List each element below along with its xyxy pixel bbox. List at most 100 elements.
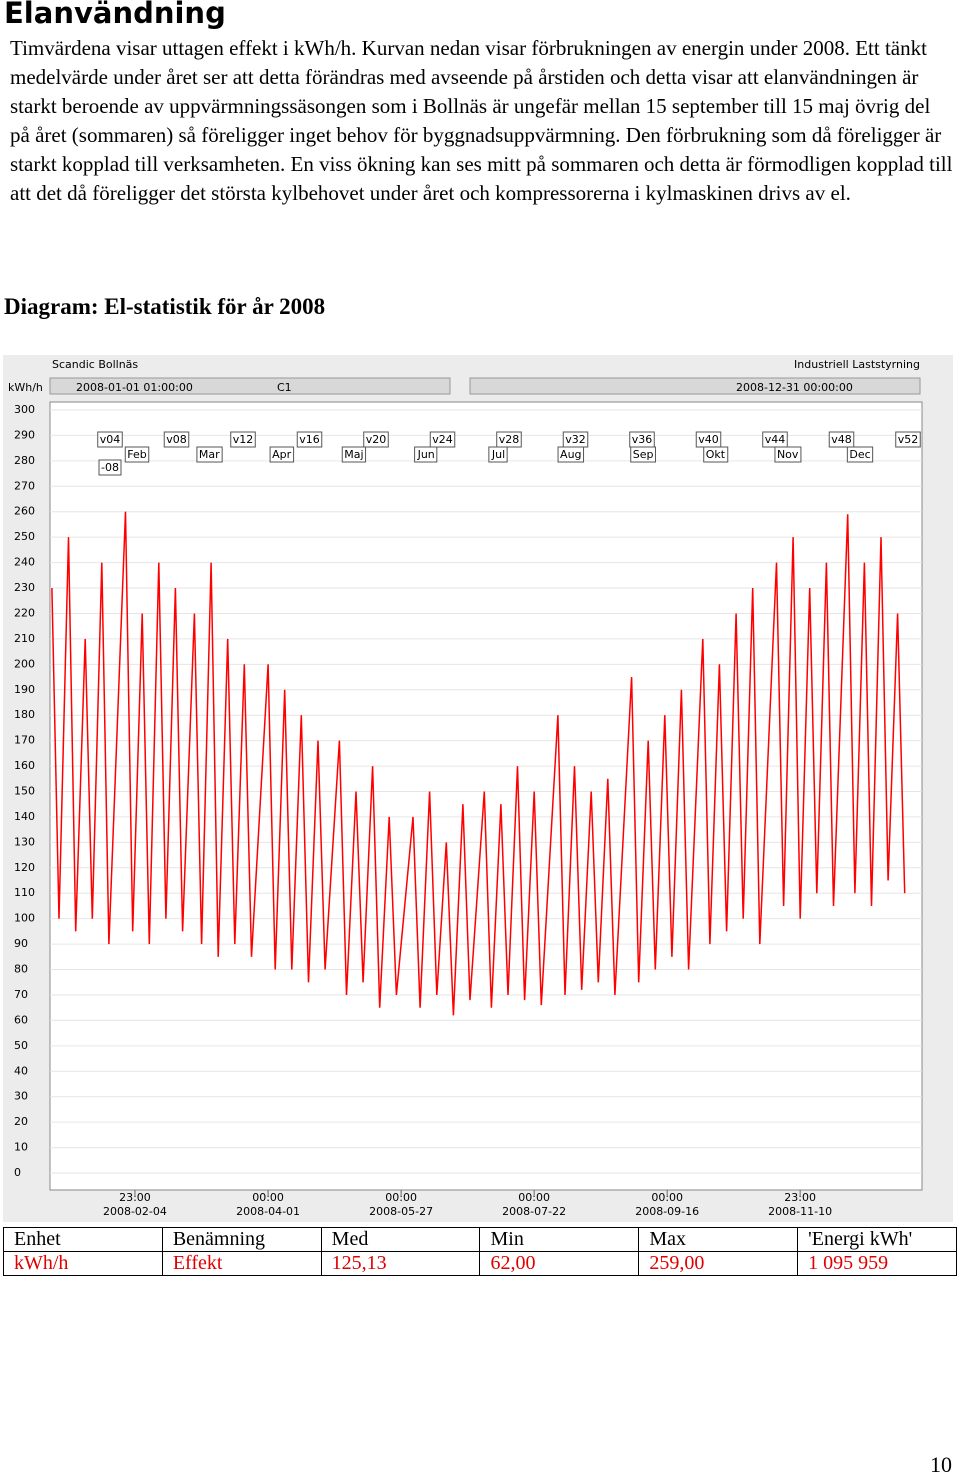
chart: Scandic Bollnäs Industriell Laststyrning… xyxy=(3,355,953,1222)
x-tick-label-line: 2008-09-16 xyxy=(635,1205,699,1218)
chart-subtitle: Industriell Laststyrning xyxy=(794,358,920,371)
y-tick-label: 220 xyxy=(14,606,35,619)
marker-label: Dec xyxy=(849,448,870,461)
marker-box xyxy=(703,446,729,463)
y-tick-label: 80 xyxy=(14,963,28,976)
y-tick-label: 170 xyxy=(14,734,35,747)
marker-box xyxy=(98,459,122,476)
toolbar xyxy=(469,377,921,395)
paragraph: Timvärdena visar uttagen effekt i kWh/h.… xyxy=(10,36,953,205)
marker-label: v04 xyxy=(100,433,121,446)
y-tick-label: 280 xyxy=(14,454,35,467)
marker-label: Aug xyxy=(560,448,581,461)
y-tick-label: 190 xyxy=(14,683,35,696)
caption: Diagram: El-statistik för år 2008 xyxy=(4,294,326,319)
heading: Elanvändning xyxy=(4,0,226,30)
y-tick-label: 60 xyxy=(14,1013,28,1026)
y-tick-label: 240 xyxy=(14,556,35,569)
y-tick-label: 160 xyxy=(14,759,35,772)
x-tick-label: 00:00 2008-05-27 xyxy=(369,1191,433,1218)
range-start[interactable]: 2008-01-01 01:00:00 xyxy=(76,381,193,394)
chart-title: Scandic Bollnäs xyxy=(52,358,138,371)
marker-label: Jul xyxy=(491,448,505,461)
table-cell: kWh/h xyxy=(3,1251,163,1276)
table-cell: Benämning xyxy=(161,1227,322,1252)
marker-label: Sep xyxy=(633,448,654,461)
y-tick-label: 270 xyxy=(14,479,35,492)
marker-box xyxy=(269,446,295,463)
marker-label: Nov xyxy=(777,448,799,461)
y-axis-label: kWh/h xyxy=(8,381,43,394)
table-cell: Effekt xyxy=(161,1251,322,1276)
marker-label: Maj xyxy=(344,448,363,461)
range-end[interactable]: 2008-12-31 00:00:00 xyxy=(736,381,853,394)
marker-label: v12 xyxy=(233,433,254,446)
line xyxy=(51,511,906,1016)
x-tick-label: 00:00 2008-07-22 xyxy=(502,1191,566,1218)
marker-label: Jun xyxy=(417,448,435,461)
y-tick-label: 210 xyxy=(14,632,35,645)
marker-label: v36 xyxy=(632,433,653,446)
x-tick-label-line: 00:00 xyxy=(518,1191,550,1204)
marker-label: -08 xyxy=(101,461,119,474)
marker-box xyxy=(363,431,389,448)
y-tick-label: 180 xyxy=(14,708,35,721)
marker-box xyxy=(296,431,323,448)
y-tick-label: 250 xyxy=(14,530,35,543)
marker-box xyxy=(97,431,123,448)
table-cell: Med xyxy=(320,1227,481,1252)
stats-table: Enhet Benämning Med Min Max 'Energi kWh' kWh/h… xyxy=(3,1227,957,1276)
marker-label: Mar xyxy=(199,448,220,461)
x-tick-label-line: 2008-11-10 xyxy=(768,1205,832,1218)
y-tick-label: 10 xyxy=(14,1141,28,1154)
marker-box xyxy=(774,446,802,463)
y-tick-label: 300 xyxy=(14,403,35,416)
x-tick-label-line: 2008-04-01 xyxy=(236,1205,300,1218)
page-number: 10 xyxy=(930,1452,952,1477)
x-tick-label: 23:00 2008-02-04 xyxy=(103,1191,167,1218)
marker-label: v32 xyxy=(565,433,586,446)
marker-box xyxy=(341,446,367,463)
y-tick-label: 50 xyxy=(14,1039,28,1052)
y-tick-label: 130 xyxy=(14,835,35,848)
marker-label: v44 xyxy=(765,433,786,446)
y-tick-label: 120 xyxy=(14,861,35,874)
marker-label: v52 xyxy=(898,433,919,446)
channel[interactable]: C1 xyxy=(277,381,292,394)
marker-label: v20 xyxy=(366,433,387,446)
y-tick-label: 140 xyxy=(14,810,35,823)
marker-box xyxy=(163,431,190,448)
x-tick-label: 23:00 2008-11-10 xyxy=(768,1191,832,1218)
y-tick-label: 200 xyxy=(14,657,35,670)
marker-box xyxy=(124,446,150,463)
marker-box xyxy=(414,446,438,463)
y-tick-label: 90 xyxy=(14,937,28,950)
toolbar xyxy=(49,377,451,395)
x-tick-label-line: 2008-02-04 xyxy=(103,1205,167,1218)
y-tick-label: 230 xyxy=(14,581,35,594)
table-cell: 62,00 xyxy=(479,1251,640,1276)
marker-label: Feb xyxy=(127,448,146,461)
y-tick-label: 40 xyxy=(14,1064,28,1077)
table-cell: 259,00 xyxy=(638,1251,799,1276)
marker-box xyxy=(557,446,585,463)
marker-box xyxy=(895,431,921,448)
x-tick-label-line: 23:00 xyxy=(119,1191,151,1204)
marker-box xyxy=(846,446,874,463)
plot-area xyxy=(49,401,923,1191)
marker-box xyxy=(488,446,508,463)
table-cell: 1 095 959 xyxy=(797,1251,957,1276)
y-tick-label: 0 xyxy=(14,1166,21,1179)
table-cell: Min xyxy=(479,1227,640,1252)
y-tick-label: 20 xyxy=(14,1115,28,1128)
marker-box xyxy=(196,446,223,463)
marker-label: v08 xyxy=(166,433,187,446)
marker-box xyxy=(429,431,456,448)
y-tick-label: 100 xyxy=(14,912,35,925)
table-cell: 'Energi kWh' xyxy=(797,1227,957,1252)
marker-label: v16 xyxy=(299,433,320,446)
table-cell: Max xyxy=(638,1227,799,1252)
y-tick-label: 260 xyxy=(14,505,35,518)
y-tick-label: 150 xyxy=(14,785,35,798)
